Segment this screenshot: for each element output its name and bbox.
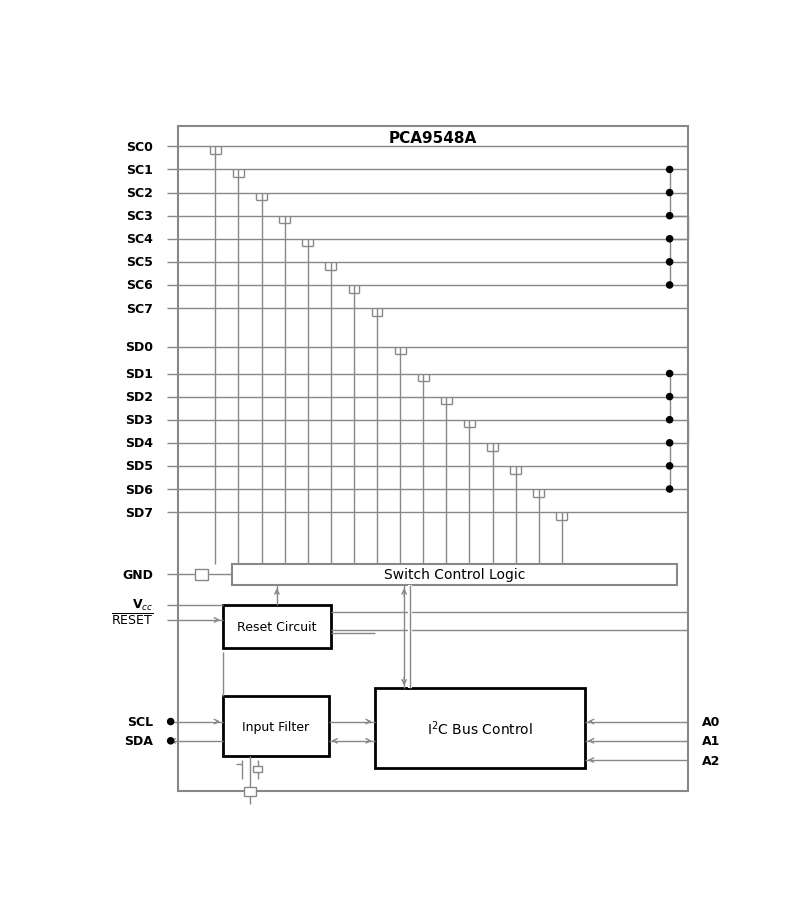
Text: A2: A2 [702, 754, 720, 766]
Circle shape [666, 394, 673, 401]
Bar [223, 697, 328, 756]
Circle shape [666, 486, 673, 493]
Text: A1: A1 [702, 734, 720, 747]
Circle shape [168, 719, 174, 725]
Text: GND: GND [122, 568, 153, 582]
Text: SD6: SD6 [125, 483, 153, 496]
Text: SD7: SD7 [125, 506, 153, 519]
Text: SC5: SC5 [126, 256, 153, 269]
Circle shape [666, 282, 673, 289]
Bar [178, 127, 688, 791]
Circle shape [666, 213, 673, 220]
Text: Input Filter: Input Filter [242, 720, 309, 732]
Circle shape [666, 167, 673, 174]
Text: SDA: SDA [124, 734, 153, 747]
Text: SD4: SD4 [125, 437, 153, 449]
Text: SD0: SD0 [125, 341, 153, 354]
Text: SC7: SC7 [126, 302, 153, 315]
Bar [195, 570, 208, 580]
Text: SC2: SC2 [126, 187, 153, 199]
Circle shape [168, 738, 174, 744]
Bar [232, 564, 677, 585]
Text: SC0: SC0 [126, 141, 153, 153]
Text: I$^2$C Bus Control: I$^2$C Bus Control [427, 719, 533, 738]
Circle shape [666, 190, 673, 197]
Text: SC6: SC6 [126, 279, 153, 292]
Text: SCL: SCL [127, 715, 153, 728]
Bar [244, 788, 256, 797]
Text: SC4: SC4 [126, 233, 153, 246]
Text: SD3: SD3 [125, 414, 153, 426]
Text: SD2: SD2 [125, 391, 153, 403]
Circle shape [666, 236, 673, 243]
Circle shape [666, 463, 673, 470]
Text: SD1: SD1 [125, 368, 153, 380]
Circle shape [666, 440, 673, 447]
Text: A0: A0 [702, 715, 720, 728]
Text: $\overline{\mathrm{RESET}}$: $\overline{\mathrm{RESET}}$ [111, 612, 153, 628]
Circle shape [666, 417, 673, 424]
Bar [253, 766, 262, 773]
Text: Switch Control Logic: Switch Control Logic [384, 568, 525, 582]
Bar [374, 688, 585, 768]
Text: SD5: SD5 [125, 460, 153, 473]
Circle shape [666, 259, 673, 266]
Text: Reset Circuit: Reset Circuit [237, 620, 316, 633]
Text: SC1: SC1 [126, 164, 153, 176]
Text: V$_{cc}$: V$_{cc}$ [132, 597, 153, 612]
Text: SC3: SC3 [126, 210, 153, 223]
Text: PCA9548A: PCA9548A [389, 130, 477, 145]
Circle shape [666, 371, 673, 377]
Bar [223, 605, 331, 649]
